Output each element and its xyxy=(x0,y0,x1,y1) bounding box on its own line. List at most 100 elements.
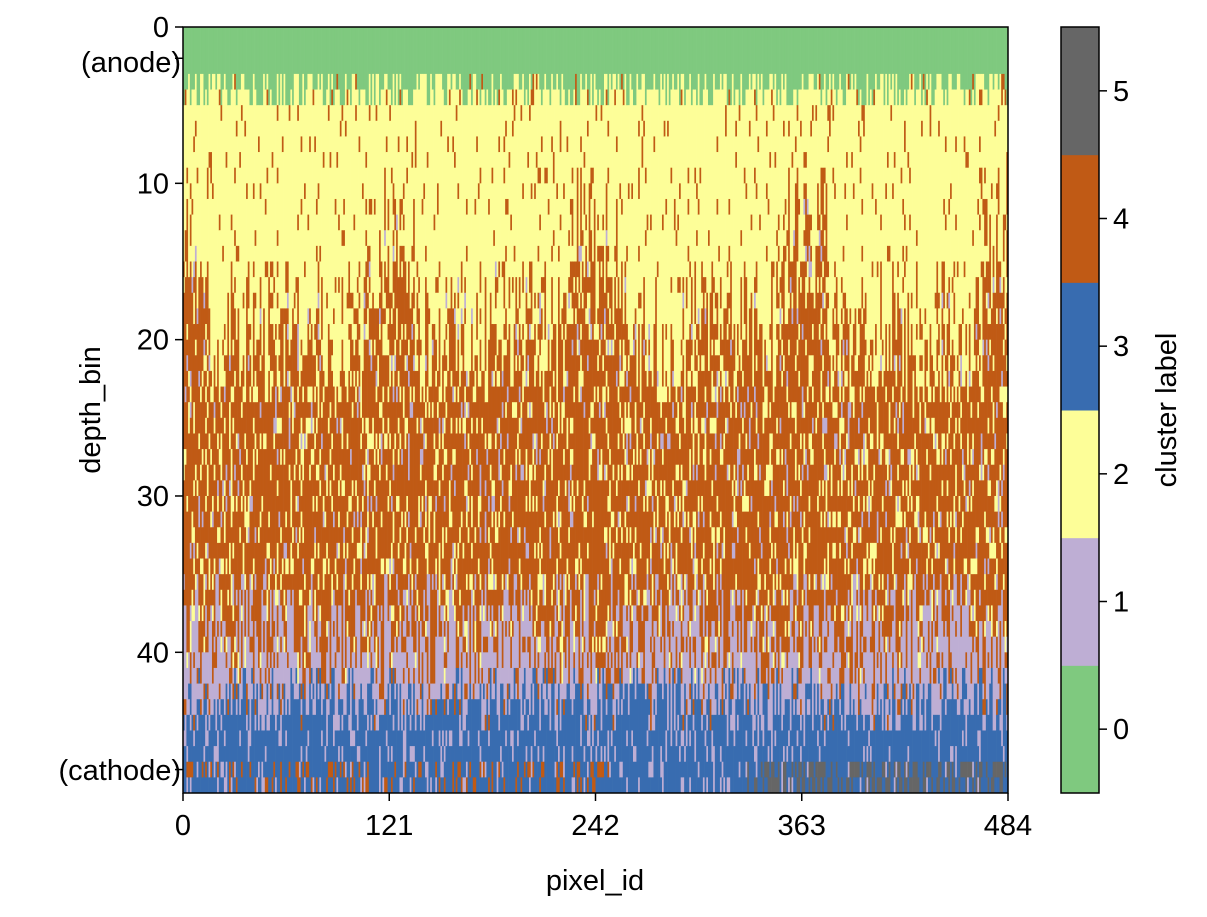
heatmap-cell xyxy=(571,167,574,184)
heatmap-cell xyxy=(505,417,508,575)
heatmap-cell xyxy=(629,683,632,793)
heatmap-cell xyxy=(326,386,329,466)
heatmap-cell xyxy=(433,230,436,325)
heatmap-cell xyxy=(626,480,629,497)
heatmap-cell xyxy=(464,402,467,419)
heatmap-cell xyxy=(375,636,378,669)
heatmap-cell xyxy=(319,652,322,669)
heatmap-cell xyxy=(373,339,376,356)
heatmap-cell xyxy=(346,292,349,309)
heatmap-cell xyxy=(518,558,521,575)
heatmap-cell xyxy=(256,449,259,466)
heatmap-cell xyxy=(689,730,692,747)
heatmap-cell xyxy=(396,589,399,622)
heatmap-cell xyxy=(508,683,511,700)
heatmap-cell xyxy=(626,746,629,778)
heatmap-cell xyxy=(598,636,601,653)
heatmap-cell xyxy=(372,683,375,700)
heatmap-cell xyxy=(363,480,366,497)
heatmap-cell xyxy=(367,464,370,497)
heatmap-cell xyxy=(675,230,678,247)
heatmap-cell xyxy=(464,324,467,372)
heatmap-cell xyxy=(356,27,359,90)
heatmap-cell xyxy=(552,433,555,450)
heatmap-cell xyxy=(520,730,523,778)
heatmap-cell xyxy=(297,370,300,387)
heatmap-cell xyxy=(315,511,318,653)
heatmap-cell xyxy=(234,245,237,278)
heatmap-cell xyxy=(527,542,530,559)
heatmap-cell xyxy=(385,277,388,309)
heatmap-cell xyxy=(232,292,235,341)
heatmap-cell xyxy=(193,292,196,325)
heatmap-cell xyxy=(218,27,221,75)
heatmap-cell xyxy=(667,449,670,497)
heatmap-cell xyxy=(223,324,226,340)
heatmap-cell xyxy=(568,683,571,793)
heatmap-cell xyxy=(626,245,629,262)
heatmap-cell xyxy=(414,542,417,575)
heatmap-cell xyxy=(321,355,324,403)
heatmap-cell xyxy=(685,480,688,497)
heatmap-cell xyxy=(438,402,441,419)
heatmap-cell xyxy=(387,417,390,434)
heatmap-cell xyxy=(367,511,370,528)
heatmap-cell xyxy=(280,699,283,716)
heatmap-cell xyxy=(319,27,322,90)
heatmap-cell xyxy=(605,527,608,544)
heatmap-cell xyxy=(307,230,310,309)
heatmap-cell xyxy=(486,636,489,653)
heatmap-cell xyxy=(266,27,269,75)
heatmap-cell xyxy=(196,730,199,763)
heatmap-cell xyxy=(230,402,233,450)
heatmap-cell xyxy=(232,683,235,700)
heatmap-cell xyxy=(481,370,484,419)
heatmap-cell xyxy=(494,589,497,622)
heatmap-cell xyxy=(656,277,659,372)
heatmap-cell xyxy=(286,558,290,575)
heatmap-cell xyxy=(365,652,368,716)
heatmap-cell xyxy=(571,105,574,169)
heatmap-cell xyxy=(617,449,620,466)
heatmap-cell xyxy=(539,542,542,559)
heatmap-cell xyxy=(639,433,642,450)
heatmap-cell xyxy=(465,777,468,793)
heatmap-cell xyxy=(552,574,555,591)
heatmap-cell xyxy=(511,527,515,606)
heatmap-cell xyxy=(365,589,368,638)
heatmap-cell xyxy=(375,120,378,309)
heatmap-cell xyxy=(684,480,687,497)
heatmap-cell xyxy=(198,527,201,606)
heatmap-cell xyxy=(252,277,255,294)
heatmap-cell xyxy=(210,714,213,763)
heatmap-cell xyxy=(300,136,303,153)
heatmap-cell xyxy=(302,574,305,684)
heatmap-cell xyxy=(208,370,211,434)
heatmap-cell xyxy=(235,667,238,684)
heatmap-cell xyxy=(677,714,680,731)
heatmap-cell xyxy=(232,417,235,434)
heatmap-cell xyxy=(368,464,371,481)
heatmap-cell xyxy=(244,433,247,450)
heatmap-cell xyxy=(479,464,482,497)
heatmap-cell xyxy=(685,574,688,638)
heatmap-cell xyxy=(612,324,615,340)
heatmap-cell xyxy=(460,652,463,669)
heatmap-cell xyxy=(401,214,404,247)
heatmap-cell xyxy=(193,527,196,544)
heatmap-cell xyxy=(529,636,532,669)
heatmap-cell xyxy=(607,27,610,106)
heatmap-cell xyxy=(532,683,535,716)
heatmap-cell xyxy=(385,480,388,559)
heatmap-cell xyxy=(561,433,564,622)
heatmap-cell xyxy=(346,89,349,106)
heatmap-cell xyxy=(673,730,676,793)
heatmap-cell xyxy=(249,574,252,638)
heatmap-cell xyxy=(368,480,371,591)
heatmap-cell xyxy=(341,683,344,700)
heatmap-cell xyxy=(315,245,318,262)
heatmap-cell xyxy=(360,511,363,528)
heatmap-cell xyxy=(222,495,225,512)
heatmap-cell xyxy=(546,402,549,434)
heatmap-cell xyxy=(382,89,385,309)
